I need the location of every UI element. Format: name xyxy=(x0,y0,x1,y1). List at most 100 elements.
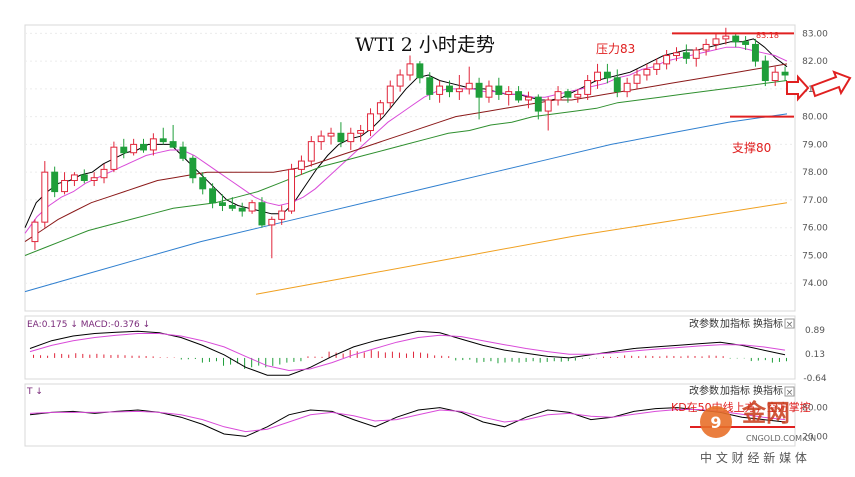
candle-body xyxy=(554,91,562,101)
candle-body xyxy=(761,60,769,82)
candle-body xyxy=(396,74,404,87)
candle-body xyxy=(337,132,345,143)
candle-body xyxy=(692,49,700,59)
candle-body xyxy=(584,80,592,95)
cngold-logo-text: 金网 xyxy=(741,399,790,427)
candle-body xyxy=(564,91,572,98)
ma250-line xyxy=(255,202,788,295)
candle-body xyxy=(199,177,207,190)
candle-body xyxy=(347,132,355,143)
candle-body xyxy=(446,85,453,93)
candle-body xyxy=(130,143,138,154)
candle-body xyxy=(613,77,621,93)
kdj-button-add[interactable]: 加指标 xyxy=(720,384,750,397)
macd-series-line xyxy=(29,330,786,376)
candle-body xyxy=(465,82,473,90)
candle-body xyxy=(426,77,434,95)
kdj-series-line xyxy=(29,409,786,433)
ma120-line xyxy=(24,113,788,293)
candle-body xyxy=(288,168,296,212)
candle-body xyxy=(189,157,197,179)
candle-body xyxy=(663,55,671,65)
candle-body xyxy=(179,146,187,159)
candle-body xyxy=(416,63,424,79)
high-label: 83.18 xyxy=(756,31,779,40)
candle-body xyxy=(31,221,39,243)
cngold-watermark: 9 金网 CNGOLD.COM.CN xyxy=(700,399,816,443)
candle-body xyxy=(771,71,779,82)
candles xyxy=(31,27,789,259)
candle-body xyxy=(41,171,49,223)
price-tick-label: 80.00 xyxy=(802,113,828,123)
price-tick-label: 76.00 xyxy=(802,224,828,234)
candle-body xyxy=(515,91,523,101)
candle-body xyxy=(603,71,611,79)
price-tick-label: 77.00 xyxy=(802,196,828,206)
candle-body xyxy=(732,35,740,43)
candle-body xyxy=(307,141,315,162)
candle-body xyxy=(268,218,276,226)
candle-body xyxy=(682,52,690,59)
candle-body xyxy=(653,63,661,70)
candle-body xyxy=(219,202,226,206)
candle-body xyxy=(455,88,463,93)
candle-body xyxy=(594,71,601,82)
candle-body xyxy=(140,143,147,151)
candle-body xyxy=(475,82,483,98)
candle-body xyxy=(80,174,88,181)
candle-body xyxy=(327,132,335,137)
candle-body xyxy=(376,102,384,115)
price-tick-label: 78.00 xyxy=(802,168,828,178)
macd-tick-label: 0.13 xyxy=(805,350,825,360)
candle-body xyxy=(495,85,503,95)
candle-body xyxy=(406,63,414,76)
ma30-line xyxy=(24,63,788,243)
kdj-button-params[interactable]: 改参数 xyxy=(689,384,719,397)
kdj-header: T ↓ xyxy=(26,387,43,397)
kdj-close-button[interactable] xyxy=(784,386,795,397)
candle-body xyxy=(90,177,98,181)
candle-body xyxy=(524,96,532,101)
macd-tick-label: 0.89 xyxy=(805,326,825,336)
kdj-lines xyxy=(29,407,786,437)
candle-body xyxy=(673,52,680,57)
kdj-tick-label: 20.00 xyxy=(802,432,828,442)
support-label: 支撑80 xyxy=(732,140,771,155)
candle-body xyxy=(367,113,374,132)
chart-title: WTI 2 小时走势 xyxy=(355,34,495,56)
candle-body xyxy=(623,82,631,93)
candle-body xyxy=(712,38,720,45)
candle-body xyxy=(485,85,493,98)
candle-body xyxy=(742,41,750,45)
cngold-logo-glyph: 9 xyxy=(710,413,721,432)
candle-body xyxy=(534,96,542,112)
macd-button-add[interactable]: 加指标 xyxy=(720,317,750,330)
candle-body xyxy=(633,74,641,84)
candle-body xyxy=(248,202,256,212)
candle-body xyxy=(357,130,365,134)
macd-tick-label: -0.64 xyxy=(803,374,827,384)
candle-body xyxy=(386,85,394,104)
candle-body xyxy=(751,43,759,62)
kdj-tick-label: 80.00 xyxy=(802,404,828,414)
candle-body xyxy=(159,138,167,143)
candle-body xyxy=(722,35,730,40)
macd-button-params[interactable]: 改参数 xyxy=(689,317,719,330)
macd-panel xyxy=(24,315,796,380)
resistance-label: 压力83 xyxy=(596,42,635,56)
kdj-panel xyxy=(24,383,796,447)
macd-histogram xyxy=(33,350,787,369)
kdj-close-icon: × xyxy=(786,388,794,398)
macd-close-button[interactable] xyxy=(784,318,795,329)
candle-body xyxy=(436,85,444,95)
ma60-line xyxy=(24,80,788,256)
macd-lines xyxy=(29,330,786,376)
macd-button-switch[interactable]: 换指标 xyxy=(753,317,783,330)
candle-body xyxy=(702,43,710,51)
candle-body xyxy=(317,135,325,143)
price-tick-label: 74.00 xyxy=(802,279,828,289)
price-tick-label: 83.00 xyxy=(802,29,828,39)
kdj-button-switch[interactable]: 换指标 xyxy=(753,384,783,397)
